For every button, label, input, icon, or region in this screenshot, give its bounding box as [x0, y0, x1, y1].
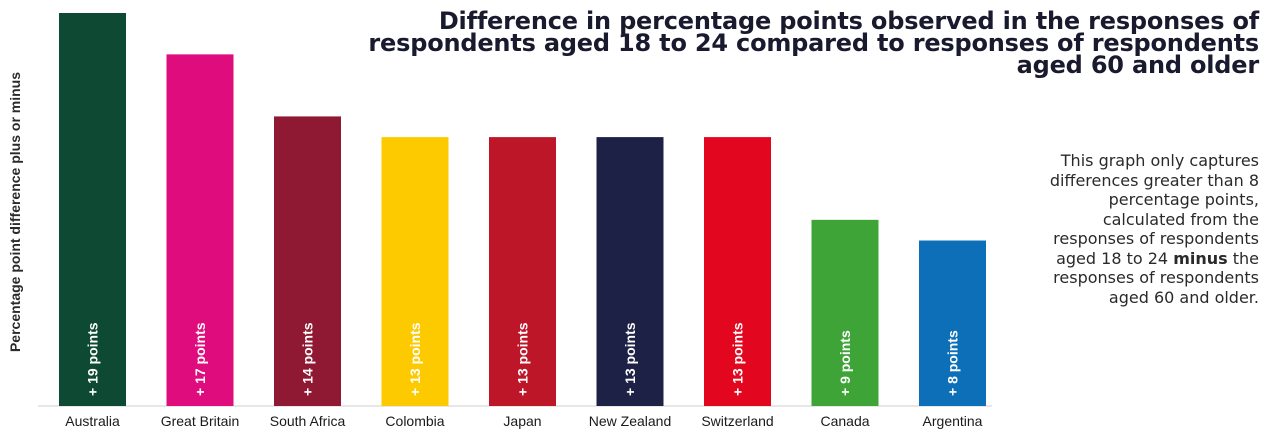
data-label-australia: + 19 points: [85, 322, 101, 396]
x-tick-colombia: Colombia: [385, 413, 444, 429]
y-axis-label: Percentage point difference plus or minu…: [7, 72, 23, 352]
x-tick-japan: Japan: [503, 413, 541, 429]
data-label-south-africa: + 14 points: [300, 322, 316, 396]
data-label-japan: + 13 points: [515, 322, 531, 396]
data-label-new-zealand: + 13 points: [622, 322, 638, 396]
bar-switzerland: [704, 137, 771, 406]
data-label-argentina: + 8 points: [945, 330, 961, 396]
data-labels-group: + 19 points + 17 points + 14 points + 13 po…: [85, 322, 961, 396]
x-tick-argentina: Argentina: [923, 413, 983, 429]
x-tick-canada: Canada: [820, 413, 869, 429]
bar-japan: [489, 137, 556, 406]
data-label-canada: + 9 points: [837, 330, 853, 396]
bar-canada: [811, 219, 879, 406]
bars-group: [59, 13, 986, 407]
x-tick-south-africa: South Africa: [270, 413, 346, 429]
side-note-bold-word: minus: [1173, 248, 1228, 268]
data-label-colombia: + 13 points: [407, 322, 423, 396]
data-label-switzerland: + 13 points: [730, 322, 746, 396]
bar-great-britain: [166, 54, 234, 407]
bar-argentina: [919, 240, 986, 406]
data-label-great-britain: + 17 points: [192, 322, 208, 396]
bar-south-africa: [274, 116, 341, 406]
x-tick-labels: Australia Great Britain South Africa Colomb…: [65, 413, 982, 429]
side-note-text-end: the responses of respondents aged 60 and…: [1053, 248, 1259, 307]
x-tick-australia: Australia: [65, 413, 120, 429]
x-tick-switzerland: Switzerland: [701, 413, 773, 429]
x-tick-great-britain: Great Britain: [161, 413, 240, 429]
bar-new-zealand: [596, 137, 664, 406]
chart-title: Difference in percentage points observed…: [368, 7, 1259, 79]
bar-colombia: [381, 137, 449, 406]
side-note-text-start: This graph only captures differences gre…: [1049, 151, 1259, 268]
x-tick-new-zealand: New Zealand: [589, 413, 672, 429]
bar-australia: [59, 13, 126, 406]
side-note: This graph only captures differences gre…: [1044, 151, 1259, 307]
